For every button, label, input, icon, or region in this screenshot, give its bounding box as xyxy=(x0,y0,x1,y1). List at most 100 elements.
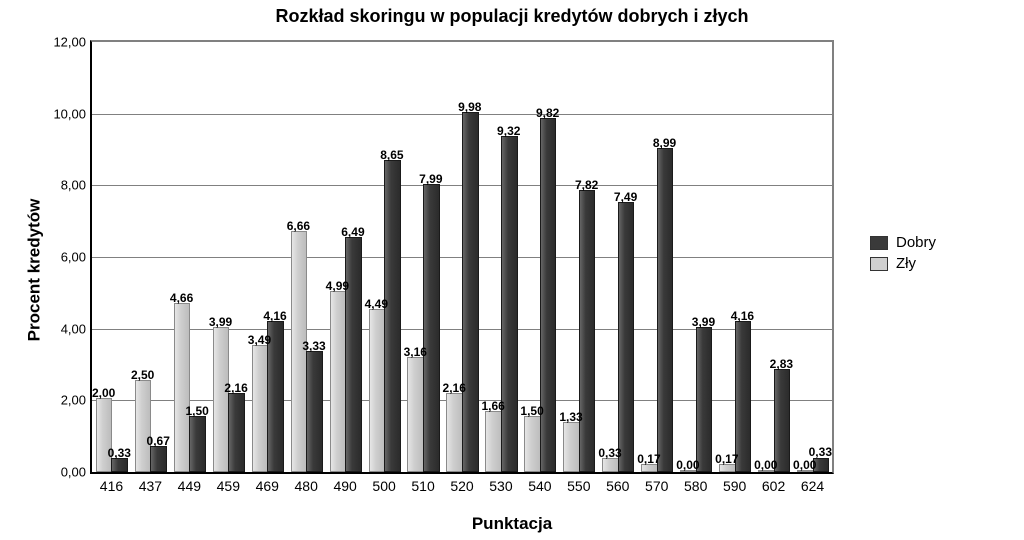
bar-zly xyxy=(446,393,463,472)
value-label: 0,00 xyxy=(793,458,816,472)
value-label: 2,83 xyxy=(770,357,793,371)
bar-zly xyxy=(174,303,191,472)
y-tick-label: 12,00 xyxy=(53,35,86,50)
value-label: 9,98 xyxy=(458,100,481,114)
value-label: 4,16 xyxy=(263,309,286,323)
bar-zly xyxy=(485,411,502,472)
value-label: 1,50 xyxy=(520,404,543,418)
value-label: 4,16 xyxy=(731,309,754,323)
y-tick-label: 4,00 xyxy=(61,321,86,336)
y-tick-label: 10,00 xyxy=(53,106,86,121)
legend-item-zly: Zły xyxy=(870,255,936,272)
bar-zly xyxy=(369,309,386,472)
value-label: 3,33 xyxy=(302,339,325,353)
plot-area: 0,002,004,006,008,0010,0012,004160,332,0… xyxy=(90,40,834,474)
value-label: 2,16 xyxy=(224,381,247,395)
value-label: 4,66 xyxy=(170,291,193,305)
bar-dobry xyxy=(345,237,362,472)
x-tick-label: 469 xyxy=(256,478,279,494)
x-tick-label: 540 xyxy=(528,478,551,494)
value-label: 7,49 xyxy=(614,190,637,204)
bar-zly xyxy=(213,327,230,472)
value-label: 3,16 xyxy=(404,345,427,359)
bar-zly xyxy=(563,422,580,472)
value-label: 3,99 xyxy=(692,315,715,329)
bar-zly xyxy=(135,380,152,472)
x-tick-label: 570 xyxy=(645,478,668,494)
x-tick-label: 500 xyxy=(372,478,395,494)
bar-dobry xyxy=(150,446,167,472)
value-label: 6,66 xyxy=(287,219,310,233)
bar-dobry xyxy=(579,190,596,472)
value-label: 4,99 xyxy=(326,279,349,293)
bar-dobry xyxy=(228,393,245,472)
bar-zly xyxy=(602,458,619,472)
value-label: 1,66 xyxy=(481,399,504,413)
bar-zly xyxy=(330,291,347,472)
bar-dobry xyxy=(423,184,440,472)
bar-zly xyxy=(96,398,113,472)
value-label: 2,50 xyxy=(131,368,154,382)
bar-dobry xyxy=(111,458,128,472)
x-tick-label: 510 xyxy=(411,478,434,494)
value-label: 6,49 xyxy=(341,225,364,239)
value-label: 0,33 xyxy=(598,446,621,460)
value-label: 0,67 xyxy=(147,434,170,448)
value-label: 0,00 xyxy=(676,458,699,472)
x-tick-label: 530 xyxy=(489,478,512,494)
x-tick-label: 459 xyxy=(217,478,240,494)
value-label: 0,17 xyxy=(715,452,738,466)
x-tick-label: 437 xyxy=(139,478,162,494)
x-tick-label: 602 xyxy=(762,478,785,494)
bar-dobry xyxy=(657,148,674,472)
bar-zly xyxy=(524,416,541,472)
chart-container: { "chart": { "type": "bar", "title": { "… xyxy=(0,0,1024,540)
y-axis-label: Procent kredytów xyxy=(25,199,45,342)
legend-item-dobry: Dobry xyxy=(870,234,936,251)
bar-dobry xyxy=(384,160,401,472)
x-tick-label: 416 xyxy=(100,478,123,494)
bar-dobry xyxy=(696,327,713,472)
x-axis-label: Punktacja xyxy=(0,514,1024,534)
bar-dobry xyxy=(189,416,206,472)
chart-title: Rozkład skoringu w populacji kredytów do… xyxy=(0,6,1024,27)
bar-dobry xyxy=(774,369,791,472)
value-label: 3,49 xyxy=(248,333,271,347)
x-tick-label: 560 xyxy=(606,478,629,494)
value-label: 2,00 xyxy=(92,386,115,400)
bar-zly xyxy=(407,357,424,472)
bar-zly xyxy=(252,345,269,472)
bar-dobry xyxy=(306,351,323,472)
bar-dobry xyxy=(462,112,479,472)
y-tick-label: 6,00 xyxy=(61,250,86,265)
x-tick-label: 624 xyxy=(801,478,824,494)
legend: Dobry Zły xyxy=(870,230,936,276)
value-label: 7,82 xyxy=(575,178,598,192)
bar-dobry xyxy=(618,202,635,472)
value-label: 0,00 xyxy=(754,458,777,472)
x-tick-label: 480 xyxy=(295,478,318,494)
value-label: 9,82 xyxy=(536,106,559,120)
value-label: 7,99 xyxy=(419,172,442,186)
value-label: 0,17 xyxy=(637,452,660,466)
bar-dobry xyxy=(735,321,752,472)
bar-dobry xyxy=(501,136,518,472)
x-tick-label: 590 xyxy=(723,478,746,494)
x-tick-label: 550 xyxy=(567,478,590,494)
value-label: 1,33 xyxy=(559,410,582,424)
y-tick-label: 2,00 xyxy=(61,393,86,408)
legend-swatch xyxy=(870,257,888,271)
x-tick-label: 580 xyxy=(684,478,707,494)
value-label: 3,99 xyxy=(209,315,232,329)
value-label: 2,16 xyxy=(443,381,466,395)
x-tick-label: 520 xyxy=(450,478,473,494)
value-label: 4,49 xyxy=(365,297,388,311)
x-tick-label: 490 xyxy=(333,478,356,494)
x-tick-label: 449 xyxy=(178,478,201,494)
value-label: 0,33 xyxy=(809,445,832,459)
value-label: 8,65 xyxy=(380,148,403,162)
y-tick-label: 0,00 xyxy=(61,465,86,480)
legend-swatch xyxy=(870,236,888,250)
value-label: 8,99 xyxy=(653,136,676,150)
y-tick-label: 8,00 xyxy=(61,178,86,193)
